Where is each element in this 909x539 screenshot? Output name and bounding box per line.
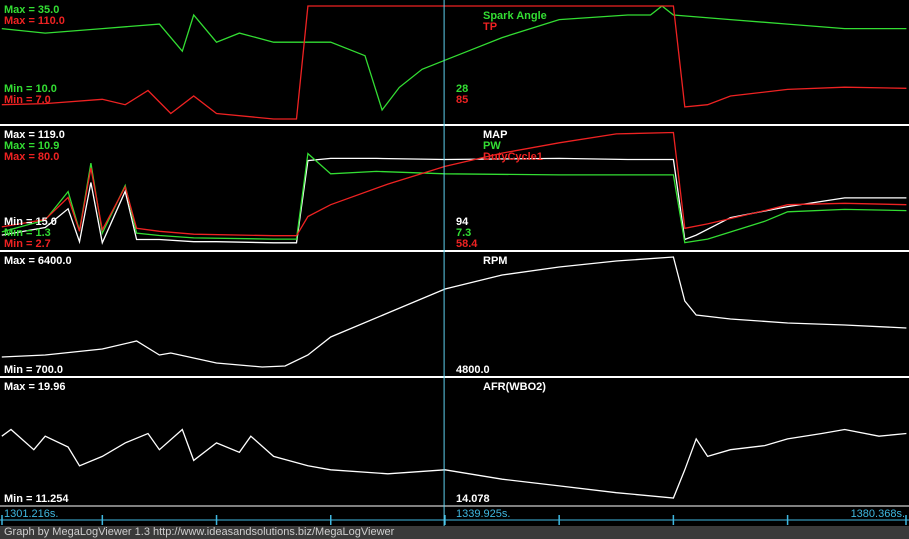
series-name-label: PW [483, 140, 501, 152]
series-name-label: DutyCycle1 [483, 151, 543, 163]
cursor-value-label: 14.078 [456, 493, 490, 505]
cursor-value-label: 4800.0 [456, 364, 490, 376]
series-line-tp [1, 5, 907, 120]
series-line-rpm [1, 256, 907, 368]
series-name-label: RPM [483, 255, 507, 267]
series-name-label: Spark Angle [483, 10, 547, 22]
cursor-value-label: 94 [456, 216, 469, 228]
series-name-label: TP [483, 21, 497, 33]
cursor-value-label: 7.3 [456, 227, 471, 239]
time-end-label: 1380.368s. [850, 508, 905, 520]
series-line-afr-wbo2- [1, 428, 907, 499]
series-name-label: MAP [483, 129, 507, 141]
max-label: Max = 6400.0 [4, 255, 72, 267]
series-line-spark-angle [1, 5, 907, 112]
max-label: Max = 119.0 [4, 129, 65, 141]
max-label: Max = 10.9 [4, 140, 59, 152]
footer-credit: Graph by MegaLogViewer 1.3 http://www.id… [0, 526, 909, 539]
min-label: Min = 2.7 [4, 238, 51, 250]
cursor-value-label: 28 [456, 83, 468, 95]
cursor-value-label: 85 [456, 94, 468, 106]
min-label: Min = 1.3 [4, 227, 51, 239]
series-line-map [1, 157, 907, 245]
series-line-pw [1, 152, 907, 244]
max-label: Max = 110.0 [4, 15, 65, 27]
min-label: Min = 7.0 [4, 94, 51, 106]
series-line-dutycycle1 [1, 131, 907, 237]
max-label: Max = 35.0 [4, 4, 59, 16]
min-label: Min = 700.0 [4, 364, 63, 376]
time-start-label: 1301.216s. [4, 508, 59, 520]
max-label: Max = 80.0 [4, 151, 59, 163]
cursor-value-label: 58.4 [456, 238, 478, 250]
series-name-label: AFR(WBO2) [483, 381, 546, 393]
cursor-time-label: 1339.925s. [456, 508, 511, 520]
min-label: Min = 11.254 [4, 493, 69, 505]
min-label: Min = 15.0 [4, 216, 57, 228]
min-label: Min = 10.0 [4, 83, 57, 95]
max-label: Max = 19.96 [4, 381, 65, 393]
